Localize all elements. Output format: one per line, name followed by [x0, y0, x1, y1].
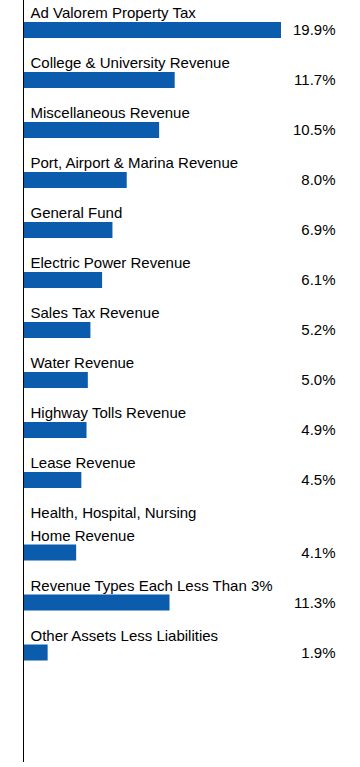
svg-text:Sales Tax Revenue: Sales Tax Revenue — [31, 304, 160, 321]
svg-text:Miscellaneous Revenue: Miscellaneous Revenue — [31, 104, 190, 121]
svg-text:Health, Hospital, NursingHome: Health, Hospital, NursingHome Revenue — [31, 504, 197, 543]
svg-text:Port, Airport & Marina Revenue: Port, Airport & Marina Revenue — [31, 154, 239, 171]
svg-text:11.3%: 11.3% — [294, 594, 335, 611]
svg-text:Water Revenue: Water Revenue — [31, 354, 135, 371]
svg-text:8.0%: 8.0% — [301, 171, 335, 188]
svg-text:10.5%: 10.5% — [293, 121, 336, 138]
svg-text:Other Assets Less Liabilities: Other Assets Less Liabilities — [31, 627, 219, 644]
svg-text:6.1%: 6.1% — [301, 271, 335, 288]
svg-text:4.9%: 4.9% — [301, 421, 335, 438]
svg-text:Revenue Types Each Less Than 3: Revenue Types Each Less Than 3% — [31, 577, 273, 594]
svg-text:Electric Power Revenue: Electric Power Revenue — [31, 254, 191, 271]
svg-text:Lease Revenue: Lease Revenue — [31, 454, 136, 471]
svg-text:11.7%: 11.7% — [294, 71, 335, 88]
svg-text:Highway Tolls Revenue: Highway Tolls Revenue — [31, 404, 187, 421]
svg-text:4.1%: 4.1% — [301, 544, 335, 561]
svg-text:College & University Revenue: College & University Revenue — [31, 54, 230, 71]
svg-text:19.9%: 19.9% — [293, 21, 336, 38]
svg-text:4.5%: 4.5% — [301, 471, 335, 488]
svg-text:Ad Valorem Property Tax: Ad Valorem Property Tax — [31, 4, 197, 21]
svg-text:5.2%: 5.2% — [301, 321, 335, 338]
svg-text:6.9%: 6.9% — [301, 221, 335, 238]
svg-text:General Fund: General Fund — [31, 204, 123, 221]
svg-text:1.9%: 1.9% — [301, 644, 335, 661]
svg-text:5.0%: 5.0% — [301, 371, 335, 388]
